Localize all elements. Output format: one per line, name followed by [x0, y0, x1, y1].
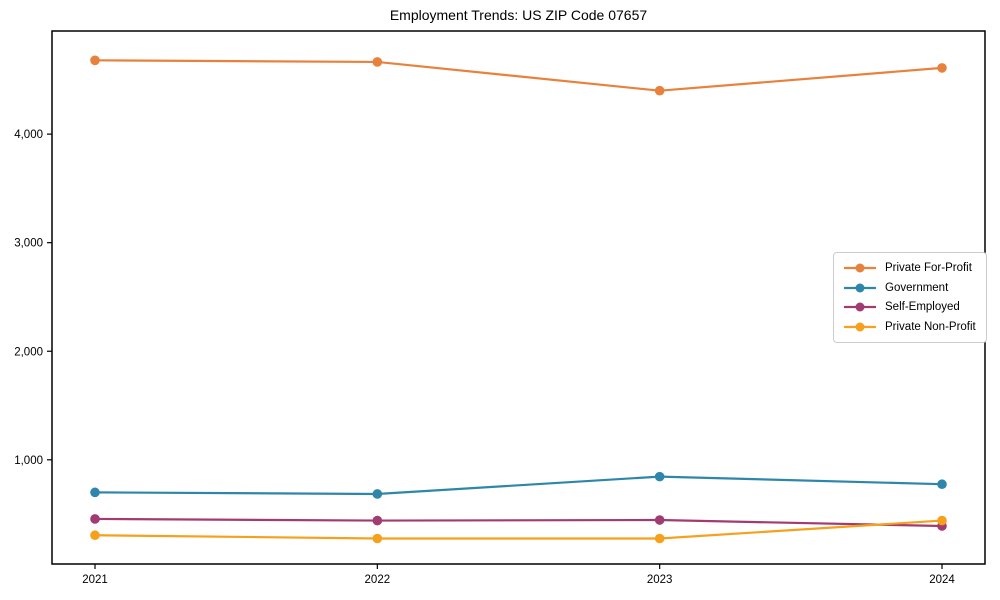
legend-swatch-private-non-profit — [844, 322, 876, 332]
y-tick-label: 3,000 — [14, 238, 43, 250]
y-tick-label: 4,000 — [14, 129, 43, 141]
legend-item-self-employed: Self-Employed — [843, 298, 977, 318]
legend-label: Government — [885, 281, 949, 294]
legend-swatch-government — [844, 283, 876, 293]
legend-marker — [855, 302, 865, 312]
data-point-private-for-profit-2024 — [937, 63, 947, 73]
data-point-government-2022 — [372, 489, 383, 499]
legend-item-private-for-profit: Private For-Profit — [843, 258, 977, 278]
data-point-government-2021 — [90, 487, 100, 498]
legend-label: Private Non-Profit — [885, 321, 976, 334]
series-line-private-non-profit — [93, 519, 944, 540]
chart-title: Employment Trends: US ZIP Code 07657 — [389, 7, 648, 23]
legend-marker — [855, 263, 865, 273]
legend-marker — [855, 322, 865, 332]
data-point-private-non-profit-2021 — [90, 530, 100, 541]
data-point-private-for-profit-2022 — [372, 57, 383, 67]
x-tick-label: 2022 — [365, 574, 391, 586]
legend-label: Private For-Profit — [885, 261, 972, 274]
legend-marker — [855, 283, 865, 293]
data-point-self-employed-2023 — [654, 515, 665, 525]
data-point-private-non-profit-2023 — [654, 533, 665, 544]
y-tick-label: 2,000 — [14, 346, 43, 358]
series-line-self-employed — [93, 517, 944, 528]
x-tick-label: 2023 — [647, 574, 673, 586]
data-point-private-for-profit-2023 — [654, 85, 665, 96]
legend-swatch-private-for-profit — [844, 263, 876, 273]
data-point-self-employed-2022 — [372, 515, 383, 526]
data-point-government-2023 — [654, 471, 665, 482]
data-point-self-employed-2021 — [90, 514, 100, 524]
data-point-private-non-profit-2022 — [372, 533, 383, 544]
data-point-private-non-profit-2024 — [937, 515, 947, 526]
x-tick-label: 2024 — [929, 574, 955, 586]
legend-item-government: Government — [843, 278, 977, 298]
x-tick-label: 2021 — [82, 574, 108, 586]
data-point-government-2024 — [937, 479, 947, 490]
legend-item-private-non-profit: Private Non-Profit — [843, 317, 977, 337]
y-tick-label: 1,000 — [14, 455, 43, 467]
series-line-private-for-profit — [93, 59, 944, 92]
series-line-government — [93, 475, 944, 496]
legend: Private For-Profit Government Self-Employe… — [833, 252, 987, 343]
legend-swatch-self-employed — [844, 302, 876, 312]
data-point-private-for-profit-2021 — [90, 55, 100, 66]
legend-label: Self-Employed — [885, 301, 960, 314]
